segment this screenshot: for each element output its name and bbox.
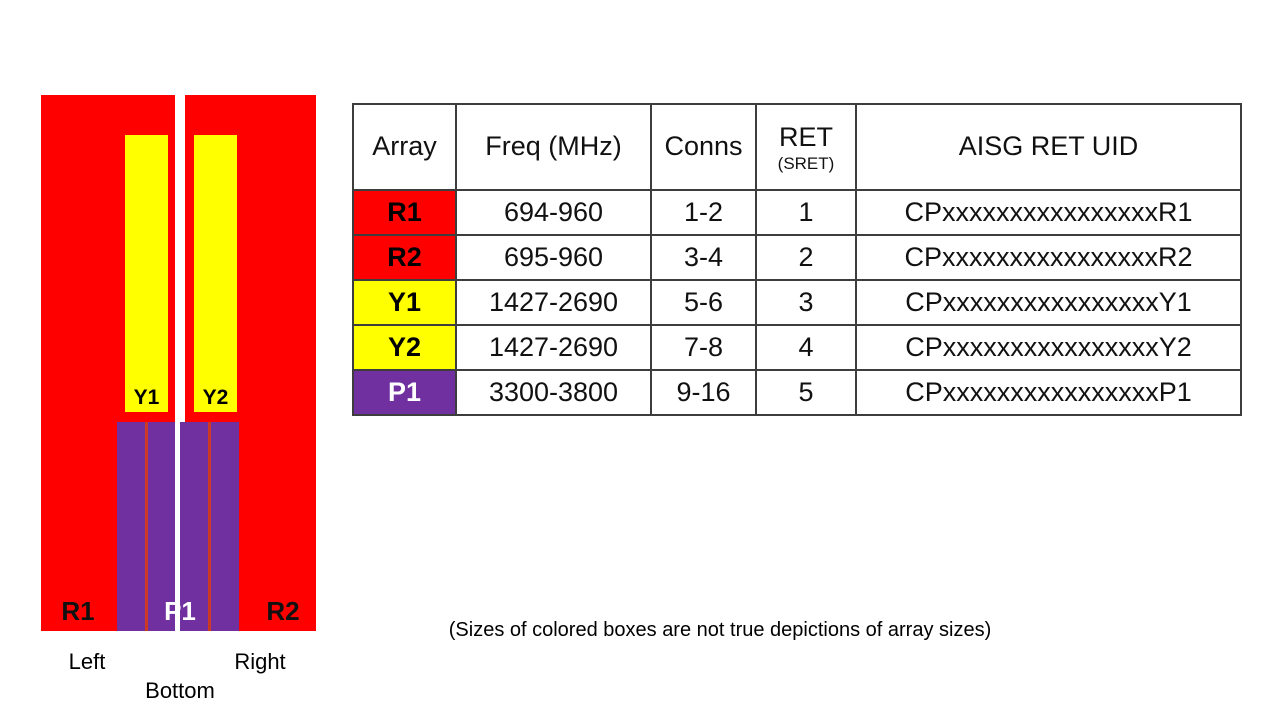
cell-uid: CPxxxxxxxxxxxxxxxxR2: [855, 234, 1242, 281]
cell-conns: 1-2: [650, 189, 757, 236]
table-row: R2 695-960 3-4 2 CPxxxxxxxxxxxxxxxxR2: [352, 234, 1242, 281]
footnote: (Sizes of colored boxes are not true dep…: [448, 619, 992, 641]
cell-freq: 1427-2690: [455, 324, 652, 371]
label-bottom-side: Bottom: [145, 678, 215, 703]
cell-uid: CPxxxxxxxxxxxxxxxxY1: [855, 279, 1242, 326]
table-row: Y1 1427-2690 5-6 3 CPxxxxxxxxxxxxxxxxY1: [352, 279, 1242, 326]
cell-uid: CPxxxxxxxxxxxxxxxxR1: [855, 189, 1242, 236]
col-header-array: Array: [352, 103, 457, 191]
label-y2: Y2: [202, 386, 229, 409]
cell-array: Y2: [352, 324, 457, 371]
table-header-row: Array Freq (MHz) Conns RET (SRET) AISG R…: [352, 103, 1242, 191]
cell-ret: 5: [755, 369, 857, 416]
cell-uid: CPxxxxxxxxxxxxxxxxY2: [855, 324, 1242, 371]
purple-array-p1-right: [180, 422, 239, 631]
cell-uid: CPxxxxxxxxxxxxxxxxP1: [855, 369, 1242, 416]
cell-array: P1: [352, 369, 457, 416]
cell-freq: 3300-3800: [455, 369, 652, 416]
table-row: R1 694-960 1-2 1 CPxxxxxxxxxxxxxxxxR1: [352, 189, 1242, 236]
cell-freq: 695-960: [455, 234, 652, 281]
label-y1: Y1: [133, 386, 160, 409]
cell-conns: 9-16: [650, 369, 757, 416]
cell-ret: 2: [755, 234, 857, 281]
cell-conns: 5-6: [650, 279, 757, 326]
cell-array: R1: [352, 189, 457, 236]
table-row: Y2 1427-2690 7-8 4 CPxxxxxxxxxxxxxxxxY2: [352, 324, 1242, 371]
col-header-conns: Conns: [650, 103, 757, 191]
yellow-array-y2: Y2: [194, 135, 237, 412]
col-header-ret-main: RET: [779, 121, 833, 152]
label-r2: R2: [266, 596, 300, 626]
purple-array-p1-left: [117, 422, 175, 631]
label-right-side: Right: [234, 649, 286, 674]
cell-array: R2: [352, 234, 457, 281]
col-header-aisg-uid: AISG RET UID: [855, 103, 1242, 191]
table-row: P1 3300-3800 9-16 5 CPxxxxxxxxxxxxxxxxP1: [352, 369, 1242, 416]
col-header-ret: RET (SRET): [755, 103, 857, 191]
col-header-freq: Freq (MHz): [455, 103, 652, 191]
cell-freq: 694-960: [455, 189, 652, 236]
purple-column-divider: [144, 422, 148, 631]
cell-ret: 3: [755, 279, 857, 326]
label-r1: R1: [61, 596, 95, 626]
yellow-array-y1: Y1: [125, 135, 168, 412]
label-p1: P1: [164, 596, 196, 626]
label-left-side: Left: [68, 649, 106, 674]
cell-conns: 3-4: [650, 234, 757, 281]
antenna-array-diagram: Y1 Y2 R1 P1 R2 Left Right Bottom: [0, 0, 340, 720]
cell-array: Y1: [352, 279, 457, 326]
cell-freq: 1427-2690: [455, 279, 652, 326]
array-spec-table: Array Freq (MHz) Conns RET (SRET) AISG R…: [352, 103, 1242, 416]
cell-conns: 7-8: [650, 324, 757, 371]
col-header-ret-sub: (SRET): [777, 153, 835, 173]
cell-ret: 1: [755, 189, 857, 236]
cell-ret: 4: [755, 324, 857, 371]
purple-column-divider: [208, 422, 211, 631]
